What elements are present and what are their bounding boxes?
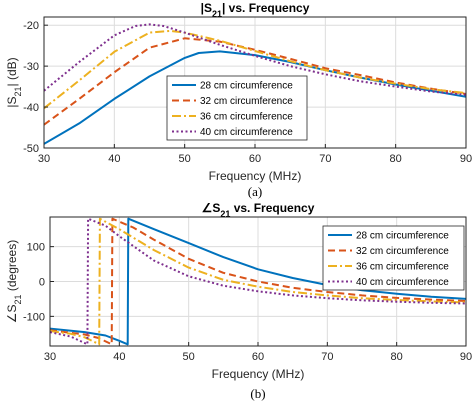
y-tick-label: -30 (23, 61, 39, 73)
figure-caption: (a) (248, 184, 262, 199)
x-tick-label: 80 (390, 153, 402, 165)
y-axis-label: ∠S21 (degrees) (5, 240, 23, 323)
y-axis-label: |S21| (dB) (5, 57, 23, 107)
y-tick-label: -40 (23, 102, 39, 114)
series-group (50, 217, 466, 346)
chart-title: ∠S21 vs. Frequency (202, 201, 315, 219)
y-tick-label: 0 (39, 277, 45, 289)
legend-label-1: 28 cm circumference (200, 81, 293, 92)
legend-box (166, 75, 308, 141)
x-tick-label: 40 (113, 351, 125, 363)
x-axis-label: Frequency (MHz) (212, 367, 305, 381)
series-line-4 (44, 23, 466, 96)
x-tick-label: 30 (44, 351, 56, 363)
series-line-3 (44, 29, 466, 110)
x-axis-label: Frequency (MHz) (209, 169, 302, 183)
x-tick-label: 70 (319, 153, 331, 165)
x-tick-label: 30 (38, 153, 50, 165)
x-tick-label: 60 (252, 351, 264, 363)
legend-label-2: 32 cm circumference (200, 96, 293, 107)
s21-magnitude-chart: |S21| vs. Frequency 30 40 50 60 70 80 90 -50 -40 -… (5, 1, 472, 199)
x-tick-label: 90 (460, 153, 472, 165)
chart-title: |S21| vs. Frequency (201, 1, 310, 19)
x-tick-label: 40 (108, 153, 120, 165)
y-tick-label: -20 (23, 20, 39, 32)
s21-phase-chart: ∠S21 vs. Frequency 30 40 50 60 70 80 90 -100 0 100… (5, 201, 472, 401)
series-group (44, 23, 466, 145)
y-tick-label: -100 (23, 311, 45, 323)
x-tick-label: 50 (183, 351, 195, 363)
legend-label-4: 40 cm circumference (356, 277, 449, 288)
x-tick-label: 70 (321, 351, 333, 363)
x-tick-label: 90 (460, 351, 472, 363)
series-line-3 (50, 217, 466, 346)
legend-label-3: 36 cm circumference (200, 112, 293, 123)
y-tick-label: 100 (27, 242, 45, 254)
x-tick-label: 80 (391, 351, 403, 363)
legend-label-4: 40 cm circumference (200, 127, 293, 138)
x-tick-label: 50 (179, 153, 191, 165)
legend-label-1: 28 cm circumference (356, 231, 449, 242)
figure-caption: (b) (250, 386, 265, 401)
legend-label-2: 32 cm circumference (356, 246, 449, 257)
y-tick-label: -50 (23, 143, 39, 155)
series-line-2 (50, 217, 466, 346)
legend-box (322, 225, 465, 291)
x-tick-label: 60 (249, 153, 261, 165)
legend-label-3: 36 cm circumference (356, 262, 449, 273)
